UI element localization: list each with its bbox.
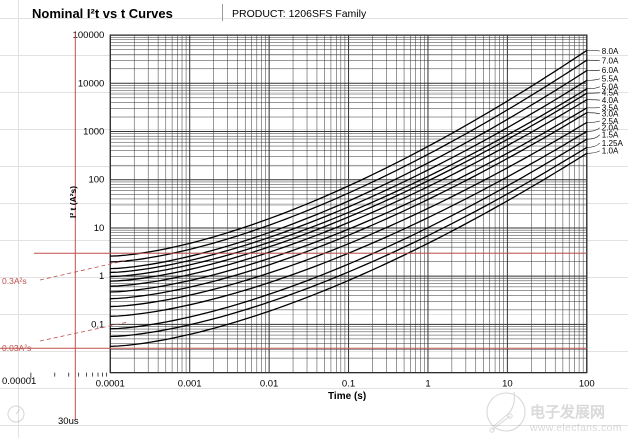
svg-text:电子发展网: 电子发展网 [530,403,605,421]
svg-text:0.1: 0.1 [342,379,355,390]
svg-text:0.00001: 0.00001 [2,376,36,387]
svg-text:10: 10 [94,223,105,234]
svg-text:1000: 1000 [83,127,104,138]
svg-text:1: 1 [425,379,430,390]
svg-text:1: 1 [99,271,104,282]
svg-text:10000: 10000 [78,78,104,89]
svg-text:7.0A: 7.0A [602,56,619,65]
svg-text:0.03A²s: 0.03A²s [2,343,31,353]
svg-text:10: 10 [502,379,513,390]
svg-text:0.01: 0.01 [260,379,279,390]
svg-text:0.0001: 0.0001 [96,379,125,390]
svg-text:30us: 30us [58,416,79,427]
svg-text:100: 100 [88,175,104,186]
svg-text:8.0A: 8.0A [602,47,619,56]
svg-text:0.001: 0.001 [178,379,202,390]
svg-text:0.3A²s: 0.3A²s [2,276,27,286]
svg-text:100: 100 [579,379,595,390]
svg-text:100000: 100000 [73,30,105,41]
svg-text:www.elecfans.com: www.elecfans.com [529,422,622,434]
svg-text:1.0A: 1.0A [602,147,619,156]
